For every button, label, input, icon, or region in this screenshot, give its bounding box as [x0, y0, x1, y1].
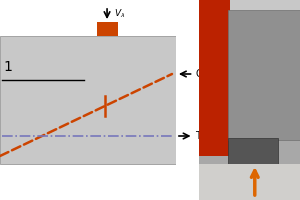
Bar: [200, 0, 300, 80]
Text: C: C: [195, 69, 202, 79]
Text: 1: 1: [4, 60, 12, 74]
Bar: [228, 138, 278, 164]
Text: T: T: [195, 131, 201, 141]
Bar: [200, 0, 230, 156]
Bar: [228, 10, 300, 140]
Text: $V_\lambda$: $V_\lambda$: [114, 8, 125, 21]
Bar: [97, 22, 118, 36]
Bar: [0, 36, 176, 164]
Bar: [200, 164, 300, 200]
